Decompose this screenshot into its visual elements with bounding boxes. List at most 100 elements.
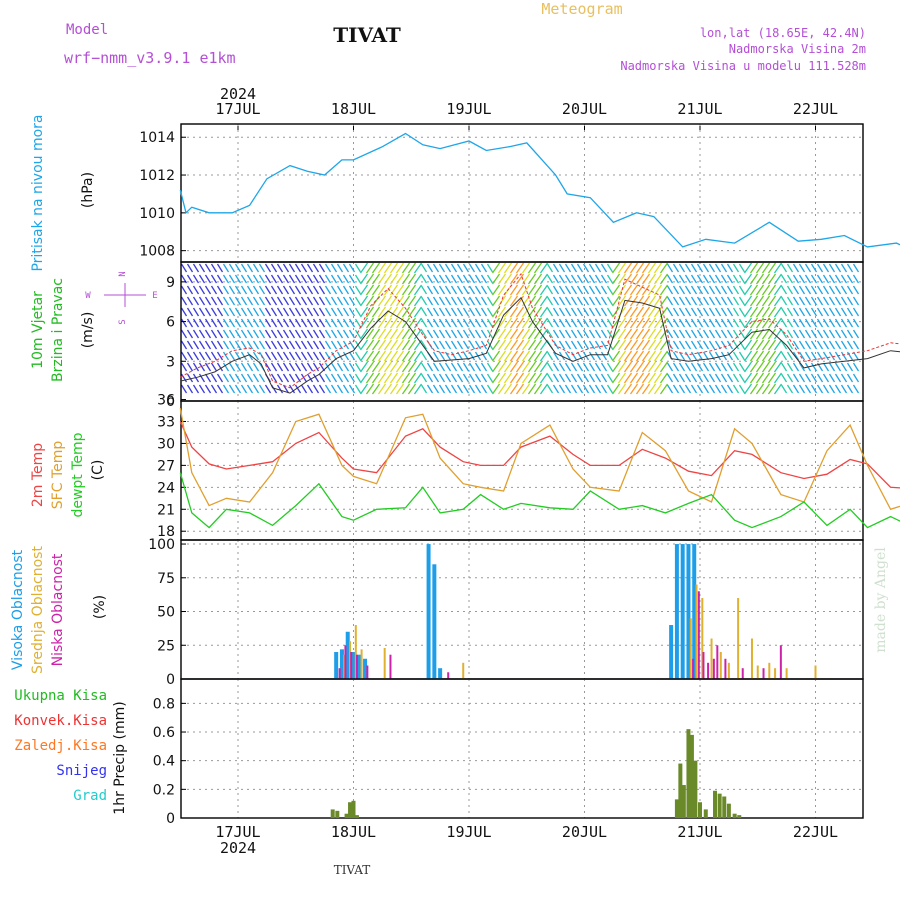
wind-barb [846,307,854,317]
wind-barb [450,296,458,306]
wind-barb [371,306,381,318]
wind-barb [246,285,254,295]
wind-barb [588,318,596,328]
wind-barb [300,340,308,350]
wind-barb [468,285,476,295]
wind-barb [617,350,627,362]
wind-barb [474,285,482,295]
wind-barb [252,285,260,295]
bar-niska-oblacnost [741,668,744,679]
bar-niska-oblacnost [707,662,710,679]
wind-barb [743,361,753,373]
wind-barb [582,329,590,339]
wind-barb [312,318,320,328]
wind-barb [330,362,338,372]
wind-barb [258,329,266,339]
wind-barb [570,274,578,284]
wind-barb [234,340,242,350]
wind-barb [653,262,663,274]
wind-barb [456,329,464,339]
wind-barb [749,306,759,318]
wind-barb [474,318,482,328]
wind-barb [282,351,290,361]
bar-niska-oblacnost [692,658,695,679]
wind-barb [383,295,393,307]
wind-barb [576,263,584,273]
wind-barb [480,329,488,339]
wind-barb [822,285,830,295]
bar-niska-oblacnost [389,654,392,679]
wind-barb [509,383,519,395]
wind-barb [743,350,753,362]
wind-barb [180,329,188,339]
wind-barb [180,307,188,317]
wind-barb [282,274,290,284]
wind-barb [515,262,525,274]
wind-barb [336,373,344,383]
wind-barb [629,306,639,318]
wind-barb [684,362,692,372]
y-tick-label: 0.6 [153,725,175,741]
top-date-tick: 18JUL [331,100,376,118]
wind-barb [413,273,423,285]
wind-barb [708,329,716,339]
wind-barb [690,362,698,372]
wind-barb [401,328,411,340]
wind-barb [383,317,393,329]
wind-barb [426,296,434,306]
wind-barb [623,372,633,384]
wind-barb [354,318,362,328]
wind-barb [653,317,663,329]
wind-barb [426,285,434,295]
bar-ukupna-kisa [689,734,694,818]
wind-barb [186,307,194,317]
wind-barb [491,273,501,285]
wind-barb [180,384,188,394]
wind-barb [755,361,765,373]
bar-ukupna-kisa [732,813,737,818]
wind-barb [600,296,608,306]
wind-barb [401,339,411,351]
wind-barb [324,373,332,383]
wind-barb [264,329,272,339]
bar-niska-oblacnost [697,591,700,679]
product-title: Meteogram [541,0,622,18]
wind-barb [324,329,332,339]
wind-barb [359,372,369,384]
wind-barb [324,307,332,317]
wind-barb [738,263,746,273]
wind-barb [708,351,716,361]
wind-barb [264,340,272,350]
wind-barb [300,373,308,383]
wind-barb [186,351,194,361]
wind-barb [822,296,830,306]
wind-barb [276,307,284,317]
wind-barb [407,361,417,373]
wind-barb [198,263,206,273]
wind-barb [246,329,254,339]
series-gust [180,272,900,389]
wind-barb [348,384,356,394]
wind-barb [186,362,194,372]
wind-barb [792,296,800,306]
wind-barb [246,373,254,383]
wind-barb [822,384,830,394]
wind-barb [258,318,266,328]
wind-barb [840,340,848,350]
wind-barb [804,373,812,383]
wind-barb [486,351,494,361]
wind-barb [533,361,543,373]
wind-barb [570,285,578,295]
wind-barb [365,383,375,395]
wind-barb [767,262,777,274]
wind-barb [714,362,722,372]
wind-barb [623,383,633,395]
bar-ukupna-kisa [681,785,686,818]
wind-barb [792,351,800,361]
wind-barb [576,318,584,328]
wind-barb [438,384,446,394]
wind-barb [252,373,260,383]
wind-barb [468,307,476,317]
wind-barb [468,329,476,339]
wind-barb [617,361,627,373]
